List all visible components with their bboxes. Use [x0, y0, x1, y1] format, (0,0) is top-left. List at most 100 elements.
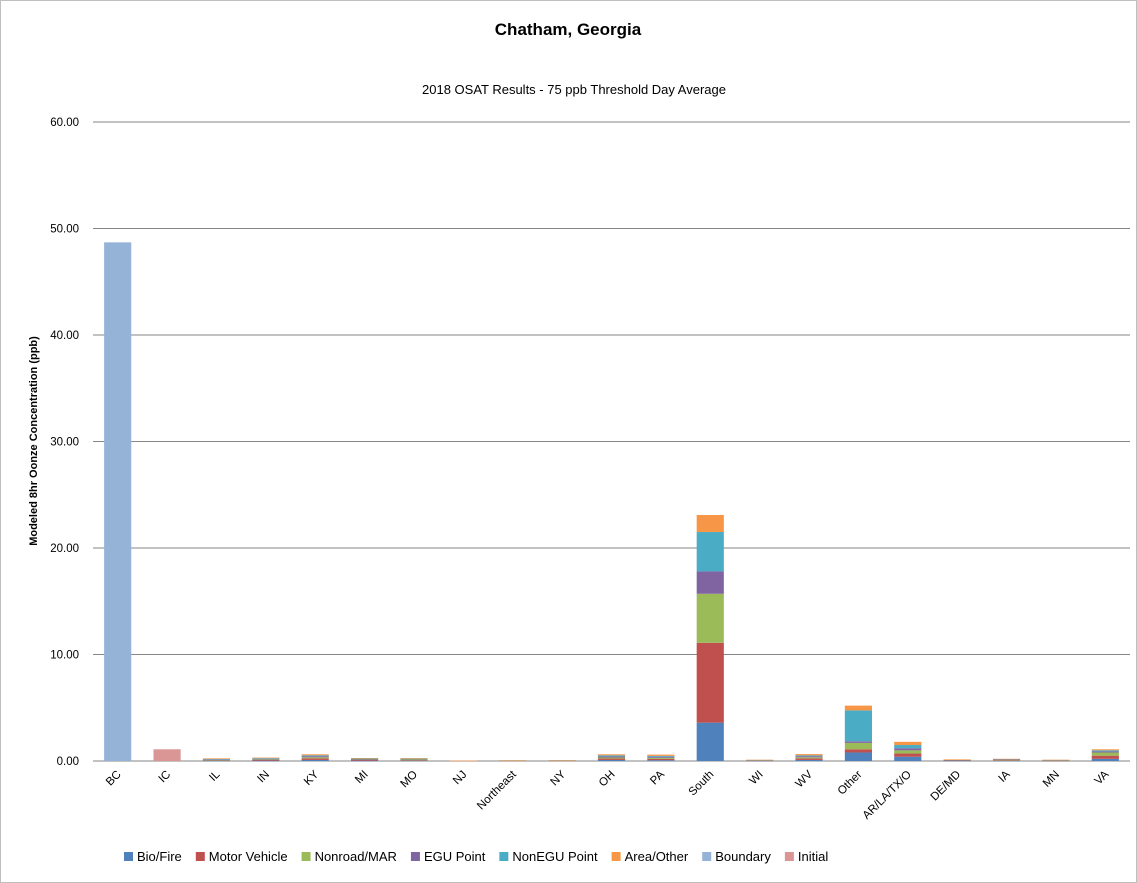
bar-segment — [202, 758, 231, 760]
bar-segment — [202, 759, 231, 761]
bar-segment — [696, 593, 724, 643]
bar-segment — [992, 760, 1021, 762]
bar-segment — [696, 642, 724, 723]
bar-segment — [943, 760, 971, 762]
x-tick-label: IN — [255, 769, 272, 786]
bar-segment — [795, 755, 823, 757]
x-tick-label: IL — [207, 768, 223, 784]
bar-segment — [647, 757, 675, 759]
bar-segment — [1042, 760, 1070, 762]
bar-segment — [252, 759, 280, 761]
bar-segment — [351, 760, 379, 762]
legend-swatch — [301, 852, 311, 861]
bar-segment — [696, 571, 724, 594]
bar-segment — [844, 749, 872, 753]
bar-segment — [1042, 759, 1070, 761]
bar-segment — [301, 758, 329, 760]
legend-swatch — [124, 852, 133, 861]
bar-segment — [597, 754, 626, 756]
bar-segment — [844, 752, 872, 761]
bar-segment — [894, 753, 922, 757]
y-tick-label: 0.00 — [57, 756, 79, 768]
bar-segment — [1091, 750, 1119, 752]
bar-segment — [252, 758, 280, 759]
bar-segment — [351, 758, 379, 760]
x-tick-label: NJ — [451, 769, 469, 787]
bar-segment — [202, 760, 231, 762]
bar-segment — [1091, 755, 1119, 759]
x-tick-label: OH — [597, 769, 618, 790]
bar-segment — [301, 755, 329, 757]
y-tick-label: 10.00 — [50, 650, 79, 662]
x-tick-label: KY — [302, 768, 322, 788]
bar-segment — [795, 756, 823, 758]
bar-segment — [351, 759, 379, 761]
legend: Bio/Fire Motor Vehicle Nonroad/MAR EGU Poin… — [124, 849, 828, 864]
bar-segment — [202, 759, 231, 760]
bar-segment — [351, 758, 379, 759]
bar-segment — [202, 758, 231, 759]
x-tick-label: AR/LA/TX/O — [861, 769, 914, 822]
x-tick-label: IA — [996, 768, 1012, 784]
bar-segment — [499, 760, 527, 761]
bar-segment — [1091, 749, 1119, 751]
bar-segment — [992, 759, 1021, 761]
x-tick-label: NY — [548, 768, 568, 788]
x-tick-label: BC — [104, 769, 124, 789]
y-axis-label: Modeled 8hr Oonze Concentration (ppb) — [28, 336, 40, 546]
bar-segment — [400, 760, 428, 761]
bar-segment — [746, 759, 774, 761]
bars — [104, 242, 1119, 762]
bar-segment — [400, 758, 428, 760]
bar-segment — [597, 759, 626, 761]
bar-segment — [449, 760, 477, 762]
chart-subtitle: 2018 OSAT Results - 75 ppb Threshold Day… — [422, 82, 726, 97]
bar-segment — [301, 754, 329, 756]
legend-swatch — [702, 852, 712, 861]
x-tick-label: MO — [399, 769, 421, 791]
chart-title: Chatham, Georgia — [495, 20, 642, 39]
legend-entry: NonEGU Point — [512, 849, 598, 864]
bar-segment — [894, 741, 922, 746]
bar-segment — [647, 758, 675, 761]
x-tick-label: MI — [353, 769, 371, 787]
x-tick-label: PA — [648, 768, 667, 787]
bar-segment — [351, 758, 379, 760]
bar-segment — [252, 760, 280, 762]
bar-segment — [301, 756, 329, 758]
bar-segment — [153, 749, 181, 761]
bar-segment — [647, 760, 675, 761]
bar-segment — [1091, 751, 1119, 753]
x-tick-label: Northeast — [475, 768, 519, 812]
bar-segment — [943, 759, 971, 761]
y-tick-label: 40.00 — [50, 330, 79, 342]
bar-segment — [1091, 752, 1119, 756]
bar-segment — [992, 760, 1021, 761]
bar-segment — [844, 710, 872, 742]
y-tick-label: 20.00 — [50, 543, 79, 555]
y-tick-label: 60.00 — [50, 117, 79, 129]
legend-entry: Boundary — [715, 849, 771, 864]
bar-segment — [992, 759, 1021, 760]
bar-segment — [844, 705, 872, 711]
bar-segment — [104, 242, 132, 762]
bar-segment — [696, 514, 724, 533]
bar-segment — [992, 758, 1021, 760]
bar-segment — [647, 755, 675, 757]
x-tick-labels: BC IC IL IN KY MI MO NJ Northeast NY OH PA South WI WV… — [104, 768, 1112, 822]
legend-swatch — [410, 852, 420, 861]
bar-segment — [597, 757, 626, 759]
legend-swatch — [784, 852, 794, 861]
bar-segment — [597, 756, 626, 758]
bar-segment — [400, 760, 428, 762]
bar-segment — [943, 760, 971, 762]
x-tick-label: VA — [1093, 768, 1112, 787]
legend-entry: Bio/Fire — [137, 849, 182, 864]
legend-entry: Initial — [798, 849, 828, 864]
bar-segment — [894, 756, 922, 761]
x-tick-label: WI — [747, 769, 765, 787]
bar-segment — [400, 759, 428, 761]
x-tick-label: South — [687, 769, 717, 799]
